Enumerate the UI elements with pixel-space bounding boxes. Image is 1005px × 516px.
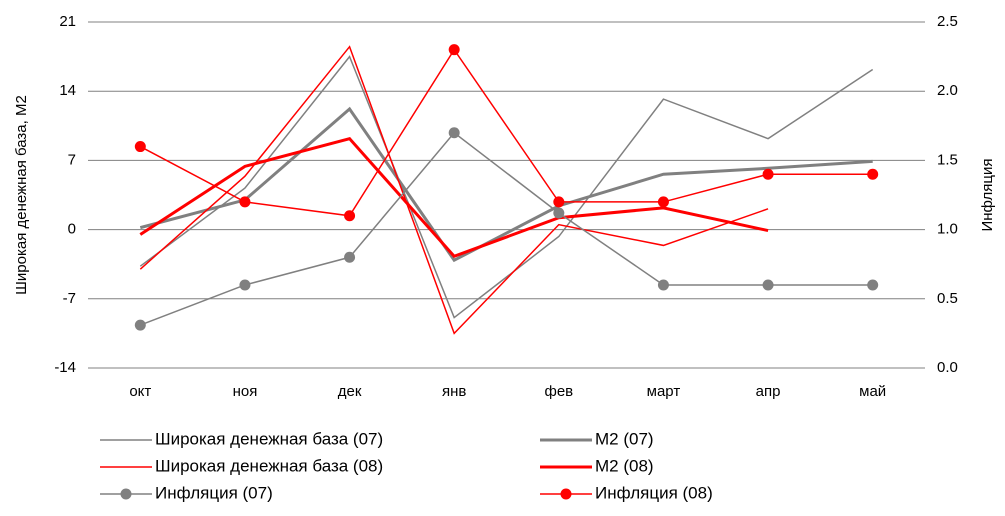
legend-label: М2 (07) — [595, 429, 654, 448]
legend-label: Инфляция (08) — [595, 483, 713, 502]
series-marker — [657, 196, 669, 208]
y2-tick-label: 0.0 — [937, 359, 958, 376]
y2-tick-label: 0.5 — [937, 290, 958, 307]
series-marker — [239, 196, 251, 208]
series-marker — [344, 251, 356, 263]
x-tick-label: апр — [756, 383, 781, 400]
series-marker — [553, 207, 565, 219]
series-marker — [762, 279, 774, 291]
series-marker — [448, 44, 460, 56]
series-marker — [553, 196, 565, 208]
x-tick-label: дек — [338, 383, 362, 400]
legend-marker — [560, 488, 572, 500]
series-marker — [448, 127, 460, 139]
x-tick-label: ноя — [233, 383, 258, 400]
y2-axis-label: Инфляция — [979, 158, 996, 231]
y-tick-label: 0 — [68, 221, 76, 238]
legend-label: Широкая денежная база (08) — [155, 456, 383, 475]
legend-label: Широкая денежная база (07) — [155, 429, 383, 448]
y-tick-label: 21 — [59, 13, 76, 30]
series-marker — [867, 279, 879, 291]
legend-marker — [120, 488, 132, 500]
series-marker — [762, 168, 774, 180]
series-marker — [657, 279, 669, 291]
y2-tick-label: 1.5 — [937, 151, 958, 168]
series-marker — [867, 168, 879, 180]
x-tick-label: март — [647, 383, 681, 400]
y-tick-label: 7 — [68, 151, 76, 168]
y2-tick-label: 2.0 — [937, 82, 958, 99]
y-tick-label: 14 — [59, 82, 76, 99]
series-marker — [134, 319, 146, 331]
series-marker — [134, 141, 146, 153]
x-tick-label: май — [859, 383, 886, 400]
series-line — [139, 48, 873, 217]
legend-label: Инфляция (07) — [155, 483, 273, 502]
x-tick-label: окт — [129, 383, 151, 400]
x-tick-label: янв — [442, 383, 466, 400]
series-marker — [239, 279, 251, 291]
y-tick-label: -7 — [63, 290, 76, 307]
legend-label: М2 (08) — [595, 456, 654, 475]
y-tick-label: -14 — [54, 359, 76, 376]
series-line — [139, 106, 873, 263]
y-axis-label: Широкая денежная база, М2 — [13, 95, 30, 295]
series-line — [139, 55, 874, 319]
y2-tick-label: 1.0 — [937, 221, 958, 238]
series-line — [139, 136, 769, 259]
series-marker — [344, 210, 356, 222]
x-tick-label: фев — [544, 383, 573, 400]
y2-tick-label: 2.5 — [937, 13, 958, 30]
series-line — [140, 131, 873, 326]
series-line — [139, 45, 769, 335]
